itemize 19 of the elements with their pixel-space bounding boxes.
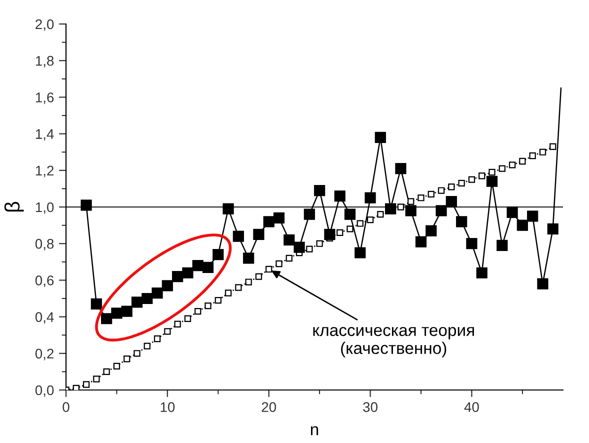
y-tick-label: 1,0 (36, 202, 54, 214)
y-tick-label: 2,0 (36, 19, 54, 31)
x-axis-title: n (310, 426, 318, 436)
x-tick-label: 40 (464, 402, 479, 412)
x-tick-label: 20 (262, 402, 276, 412)
x-tick-label: 10 (160, 402, 175, 412)
y-tick-label: 0,8 (35, 238, 54, 250)
y-tick-label: 0,0 (35, 385, 54, 397)
y-tick-label: 0,2 (35, 348, 54, 360)
y-axis-title: β (4, 202, 24, 212)
x-tick-label: 0 (62, 402, 70, 412)
y-tick-label: 1,8 (36, 56, 54, 68)
x-tick-label: 30 (363, 402, 378, 412)
y-tick-label: 0,4 (35, 312, 54, 324)
y-tick-label: 1,2 (36, 166, 54, 178)
annotation: классическая теория (качественно) (313, 326, 474, 358)
y-tick-label: 1,4 (36, 129, 54, 141)
y-tick-label: 1,6 (36, 92, 54, 104)
y-tick-label: 0,6 (35, 276, 54, 288)
